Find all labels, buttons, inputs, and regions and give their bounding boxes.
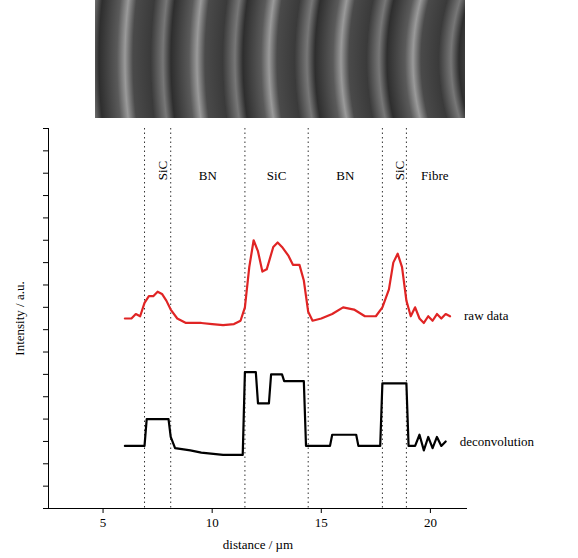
svg-text:Fibre: Fibre (421, 168, 449, 183)
svg-text:BN: BN (336, 168, 355, 183)
svg-text:SiC: SiC (267, 168, 287, 183)
svg-text:SiC: SiC (392, 161, 407, 181)
svg-text:5: 5 (100, 515, 107, 530)
svg-text:Intensity / a.u.: Intensity / a.u. (12, 281, 27, 355)
svg-text:distance / µm: distance / µm (223, 537, 293, 552)
svg-text:10: 10 (206, 515, 219, 530)
svg-text:SiC: SiC (155, 161, 170, 181)
svg-text:15: 15 (315, 515, 328, 530)
svg-text:raw data: raw data (464, 308, 509, 323)
svg-text:20: 20 (424, 515, 437, 530)
svg-text:deconvolution: deconvolution (460, 434, 535, 449)
svg-text:BN: BN (199, 168, 218, 183)
